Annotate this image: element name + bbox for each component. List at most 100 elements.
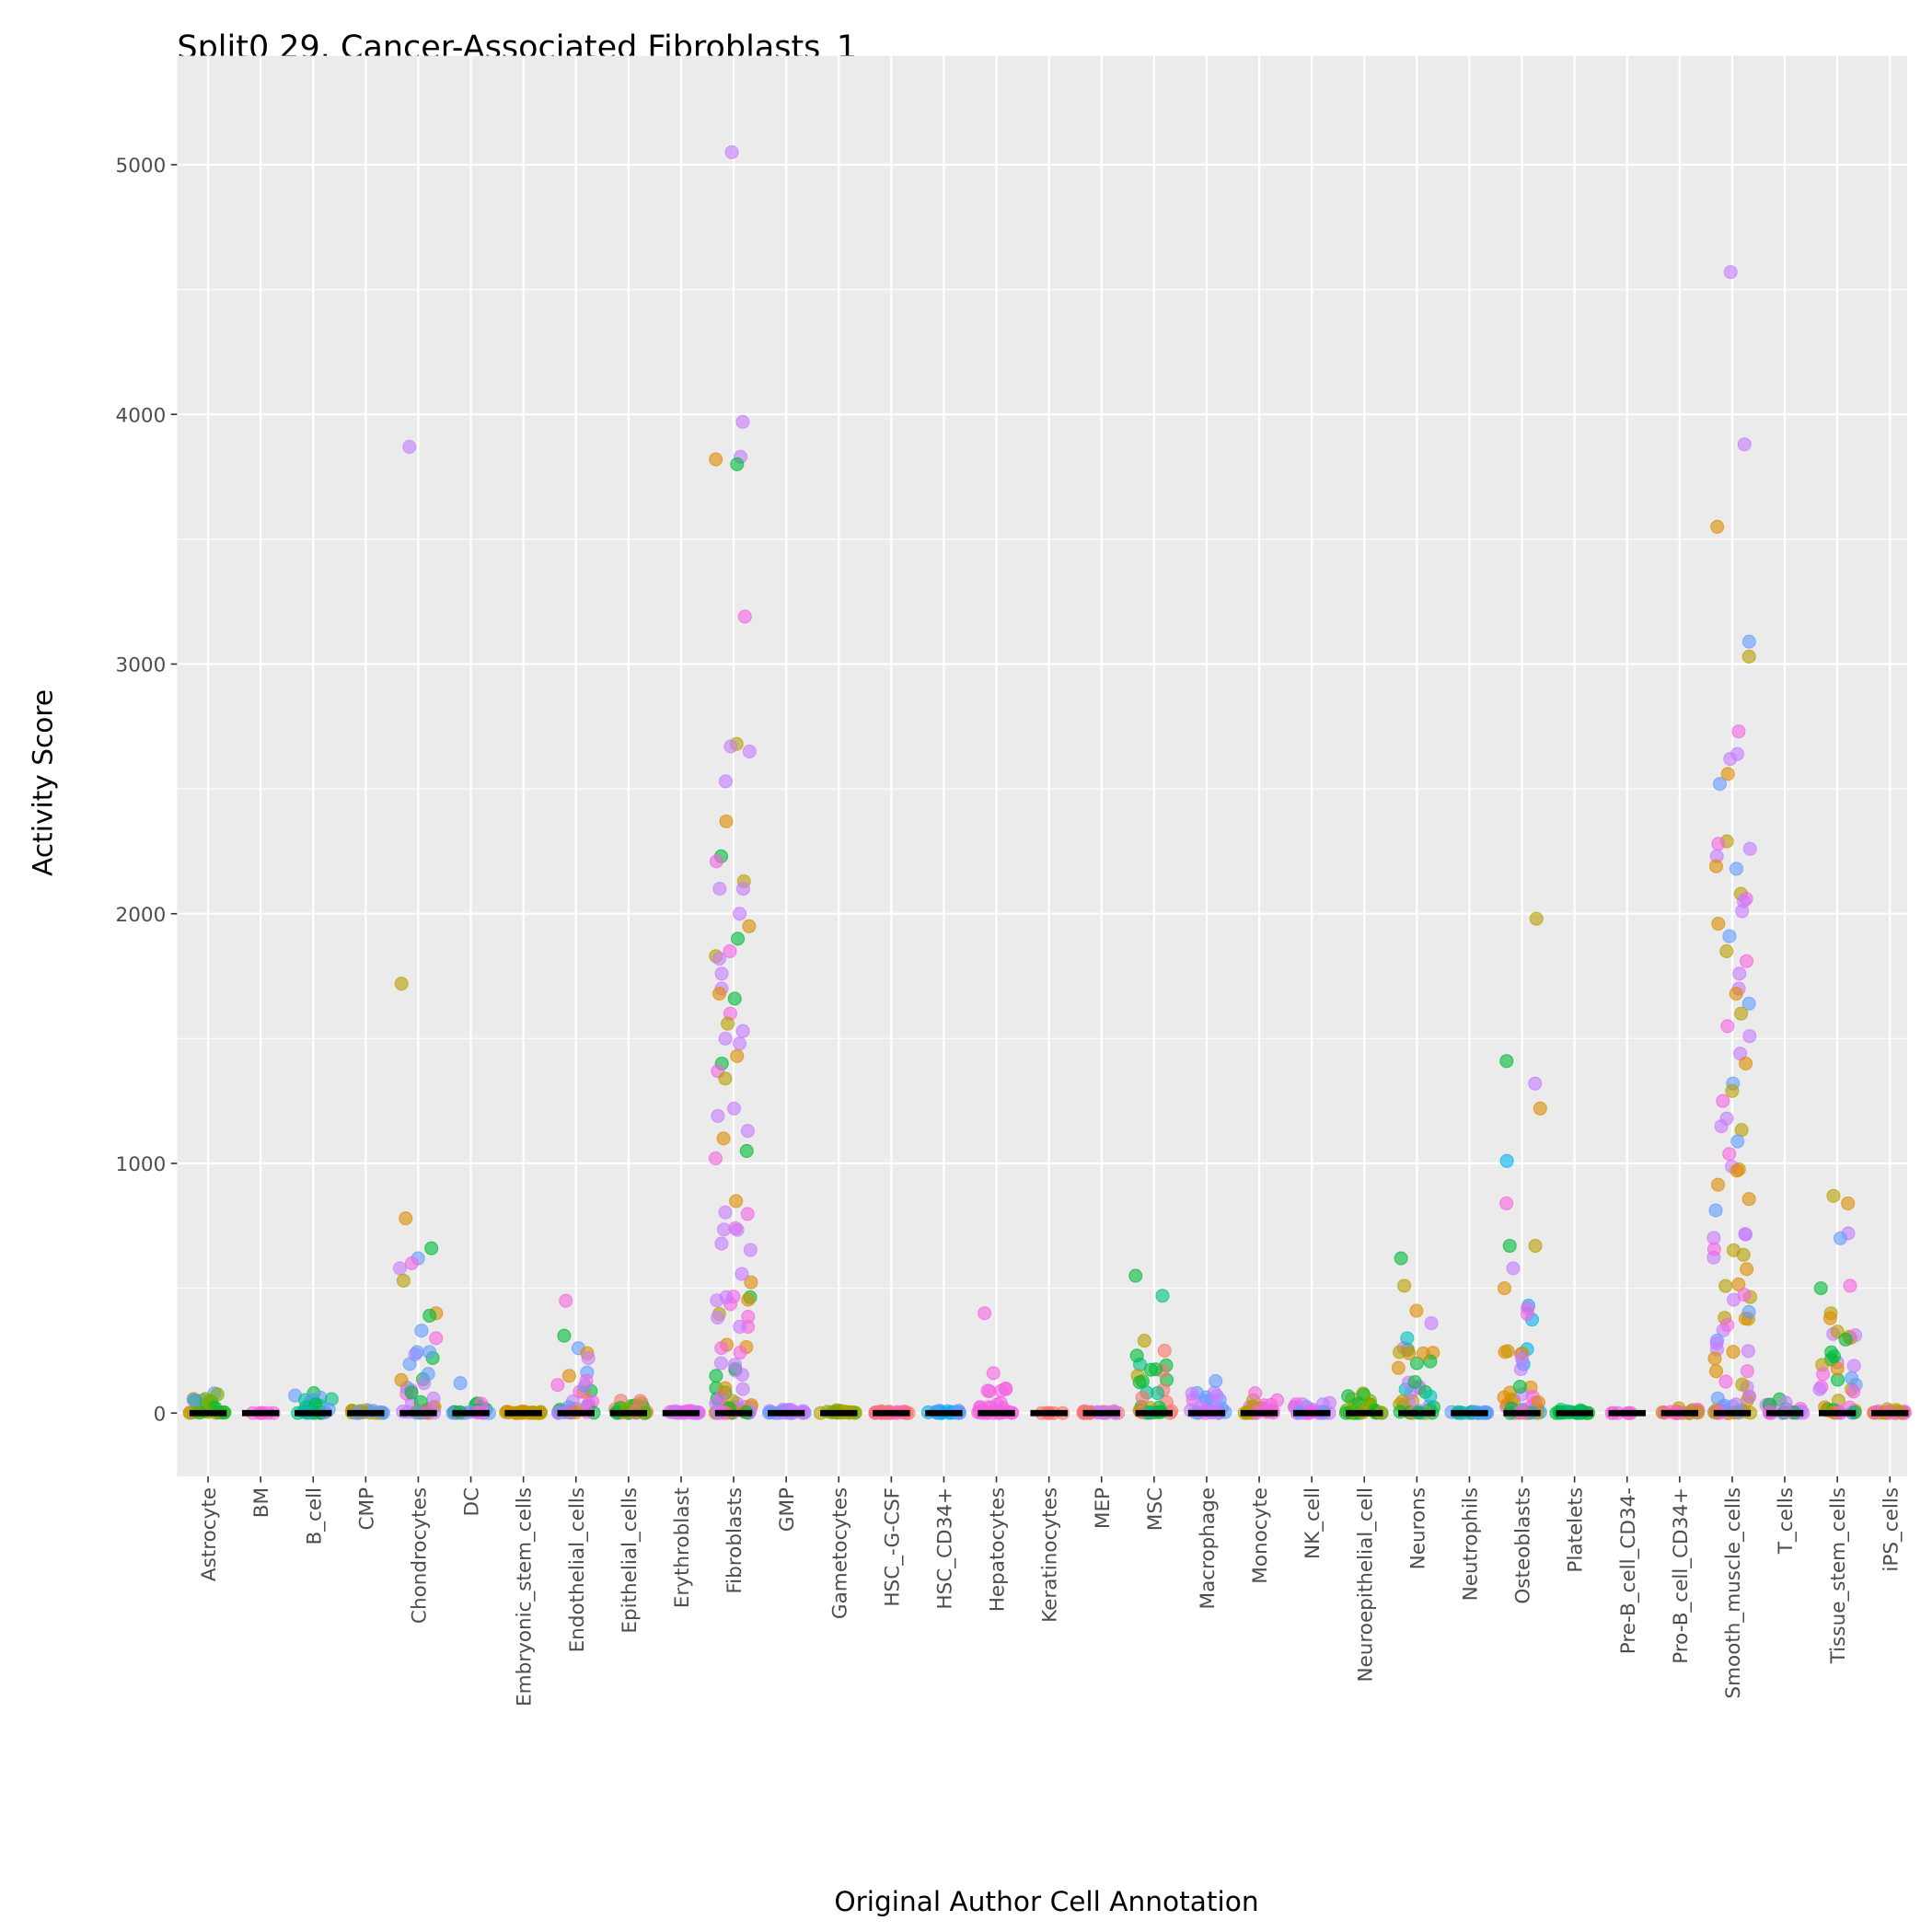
data-point-outlier [1424,1316,1439,1331]
data-point-outlier [742,919,757,933]
data-point [1423,1389,1438,1404]
data-point-outlier [1128,1268,1143,1283]
data-point [1132,1375,1147,1390]
data-point-outlier [1528,1076,1543,1091]
x-tick-label: B_cell [303,1487,326,1545]
data-point [709,1396,723,1411]
data-point [1409,1356,1424,1371]
data-point-outlier [718,774,733,789]
data-point-outlier [714,966,729,981]
data-point-outlier [1397,1278,1412,1293]
data-point-outlier [1394,1251,1408,1266]
data-point-outlier [402,439,417,455]
data-point-outlier [1720,767,1735,781]
data-point-outlier [1734,1006,1749,1021]
data-point-outlier [1841,1196,1856,1210]
data-point [633,1394,648,1408]
y-axis: 0 1000 2000 3000 4000 5000 [116,155,178,1426]
data-point-outlier [712,882,727,897]
data-point-outlier [557,1328,572,1343]
data-point-outlier [453,1376,468,1391]
x-tick-label: Pro-B_cell_CD34+ [1670,1487,1693,1664]
data-point-outlier [727,991,742,1006]
data-point [1741,1344,1755,1359]
data-point [1816,1367,1831,1382]
data-point-outlier [735,414,750,429]
data-point [1740,1364,1754,1379]
data-point [1718,1374,1733,1389]
data-point [733,1345,747,1360]
data-point-outlier [718,1071,733,1086]
data-point-outlier [708,1151,723,1166]
data-point-outlier [1822,1311,1838,1325]
data-point-outlier [414,1324,429,1338]
data-point [718,1205,733,1220]
data-point [1248,1386,1263,1401]
data-point-outlier [712,986,727,1001]
data-point-outlier [1843,1278,1857,1293]
data-point [1741,1304,1756,1319]
data-point-outlier [1719,943,1734,958]
data-point [727,1358,742,1372]
x-tick-label: MSC [1144,1487,1167,1531]
data-point [1708,1203,1723,1218]
data-point-outlier [392,1261,407,1276]
x-tick-label: HSC_CD34+ [934,1487,957,1610]
data-point-outlier [740,1124,755,1139]
data-point [740,1207,755,1221]
data-point [1706,1242,1721,1256]
x-tick-label: Monocyte [1249,1487,1272,1584]
data-point-outlier [1729,986,1743,1001]
data-point [1151,1386,1165,1401]
data-point [1846,1384,1861,1399]
x-tick-label: Neurons [1406,1487,1429,1569]
data-point [709,1369,723,1383]
data-point-outlier [986,1366,1001,1381]
data-point-outlier [1741,996,1756,1011]
data-point [561,1369,576,1383]
data-point-outlier [396,1273,411,1288]
data-point [1416,1346,1430,1360]
data-point [1827,1349,1842,1364]
x-tick-label: Tissue_stem_cells [1827,1487,1850,1664]
x-tick-label: T_cells [1775,1487,1798,1555]
data-point [422,1345,437,1359]
data-point [1407,1374,1422,1389]
data-point [1726,1345,1741,1359]
data-point [743,1243,758,1257]
data-point-outlier [1499,1153,1514,1168]
x-tick-label: Macrophage [1197,1487,1220,1610]
data-point-outlier [1719,1111,1734,1126]
data-point-outlier [724,145,739,159]
data-point-outlier [723,943,737,958]
data-point [394,1372,409,1387]
y-axis-title: Activity Score [28,689,59,876]
x-tick-label: Platelets [1565,1487,1588,1573]
data-point-outlier [1735,904,1750,919]
x-tick-label: Osteoblasts [1512,1487,1535,1604]
data-point [714,1341,729,1356]
data-point [1209,1388,1224,1403]
data-point-outlier [1409,1303,1424,1318]
data-point-outlier [1729,862,1744,876]
data-point-outlier [709,452,723,467]
data-point [999,1382,1013,1396]
data-point [1731,1277,1746,1291]
data-point-outlier [1708,859,1723,873]
data-point-outlier [1711,917,1726,931]
data-point [1391,1360,1406,1375]
data-point-outlier [1528,1238,1543,1254]
data-point-outlier [1155,1289,1170,1303]
x-tick-label: HSC_-G-CSF [881,1487,904,1607]
data-point-outlier [1723,752,1738,767]
x-tick-label: GMP [776,1487,799,1532]
data-point [1838,1332,1853,1347]
data-point-outlier [559,1293,573,1308]
data-point [1512,1380,1527,1394]
data-point-outlier [1499,1196,1514,1210]
data-point-outlier [1157,1343,1172,1358]
data-point [1812,1382,1827,1396]
x-tick-label: Hepatocytes [987,1487,1010,1612]
data-point-outlier [742,744,757,758]
